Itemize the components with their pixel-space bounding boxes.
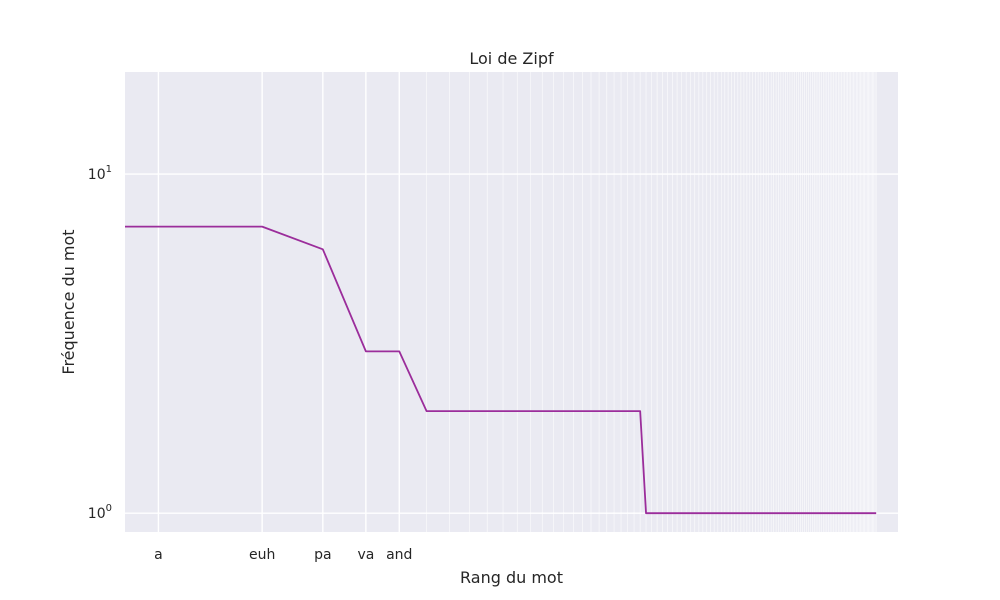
series-layer [125,225,877,515]
x-tick-label: and [386,547,412,563]
plot-area [125,72,898,532]
y-axis-label: Fréquence du mot [59,229,78,374]
zipf-series-line [125,225,877,515]
x-axis-label: Rang du mot [460,568,563,587]
x-tick-label: a [154,547,163,563]
grid [125,72,898,532]
x-tick-label: pa [314,547,331,563]
y-tick-label: 101 [88,164,112,183]
chart-title: Loi de Zipf [469,49,554,68]
x-tick-label: va [357,547,374,563]
x-tick-label: euh [249,547,275,563]
y-tick-label: 100 [88,503,112,522]
ticks: 100 101 a euh pa va and [88,164,413,563]
